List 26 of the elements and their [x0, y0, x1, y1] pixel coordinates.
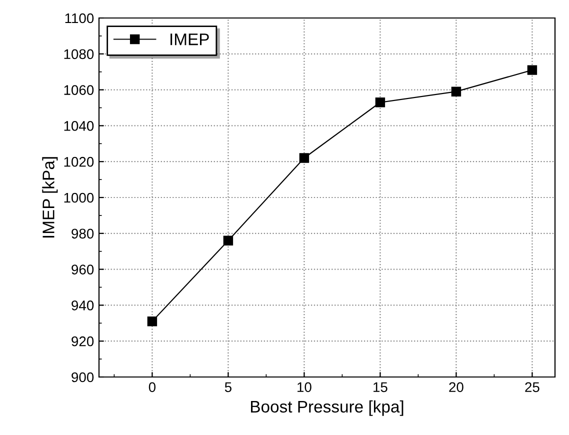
x-axis-title: Boost Pressure [kpa] — [251, 400, 404, 416]
x-tick-label: 15 — [374, 382, 388, 392]
y-tick-label: 940 — [72, 300, 94, 310]
point — [299, 153, 310, 163]
point — [375, 98, 386, 108]
x-tick-label: 5 — [224, 382, 232, 392]
x-tick-label: 0 — [148, 382, 156, 392]
y-tick-label: 960 — [72, 264, 94, 274]
y-tick-label: 920 — [72, 336, 94, 346]
y-tick-label: 980 — [72, 228, 94, 239]
y-tick-label: 1060 — [64, 85, 94, 95]
x-tick-label: 20 — [449, 382, 464, 392]
y-tick-label: 1000 — [64, 192, 94, 203]
x-tick-label: 10 — [298, 382, 312, 392]
point — [451, 86, 462, 96]
point — [147, 316, 158, 326]
x-tick-label: 25 — [525, 382, 540, 392]
y-tick-label: 1040 — [64, 121, 94, 131]
y-axis-title: IMEP [kPa] — [42, 157, 58, 238]
y-tick-label: 1020 — [64, 156, 94, 167]
point — [223, 236, 234, 246]
y-tick-label: 900 — [72, 372, 94, 382]
y-tick-label: 1100 — [65, 13, 94, 24]
y-tick-label: 1080 — [64, 49, 94, 60]
legend-label: IMEP — [170, 34, 209, 46]
point — [527, 65, 538, 75]
